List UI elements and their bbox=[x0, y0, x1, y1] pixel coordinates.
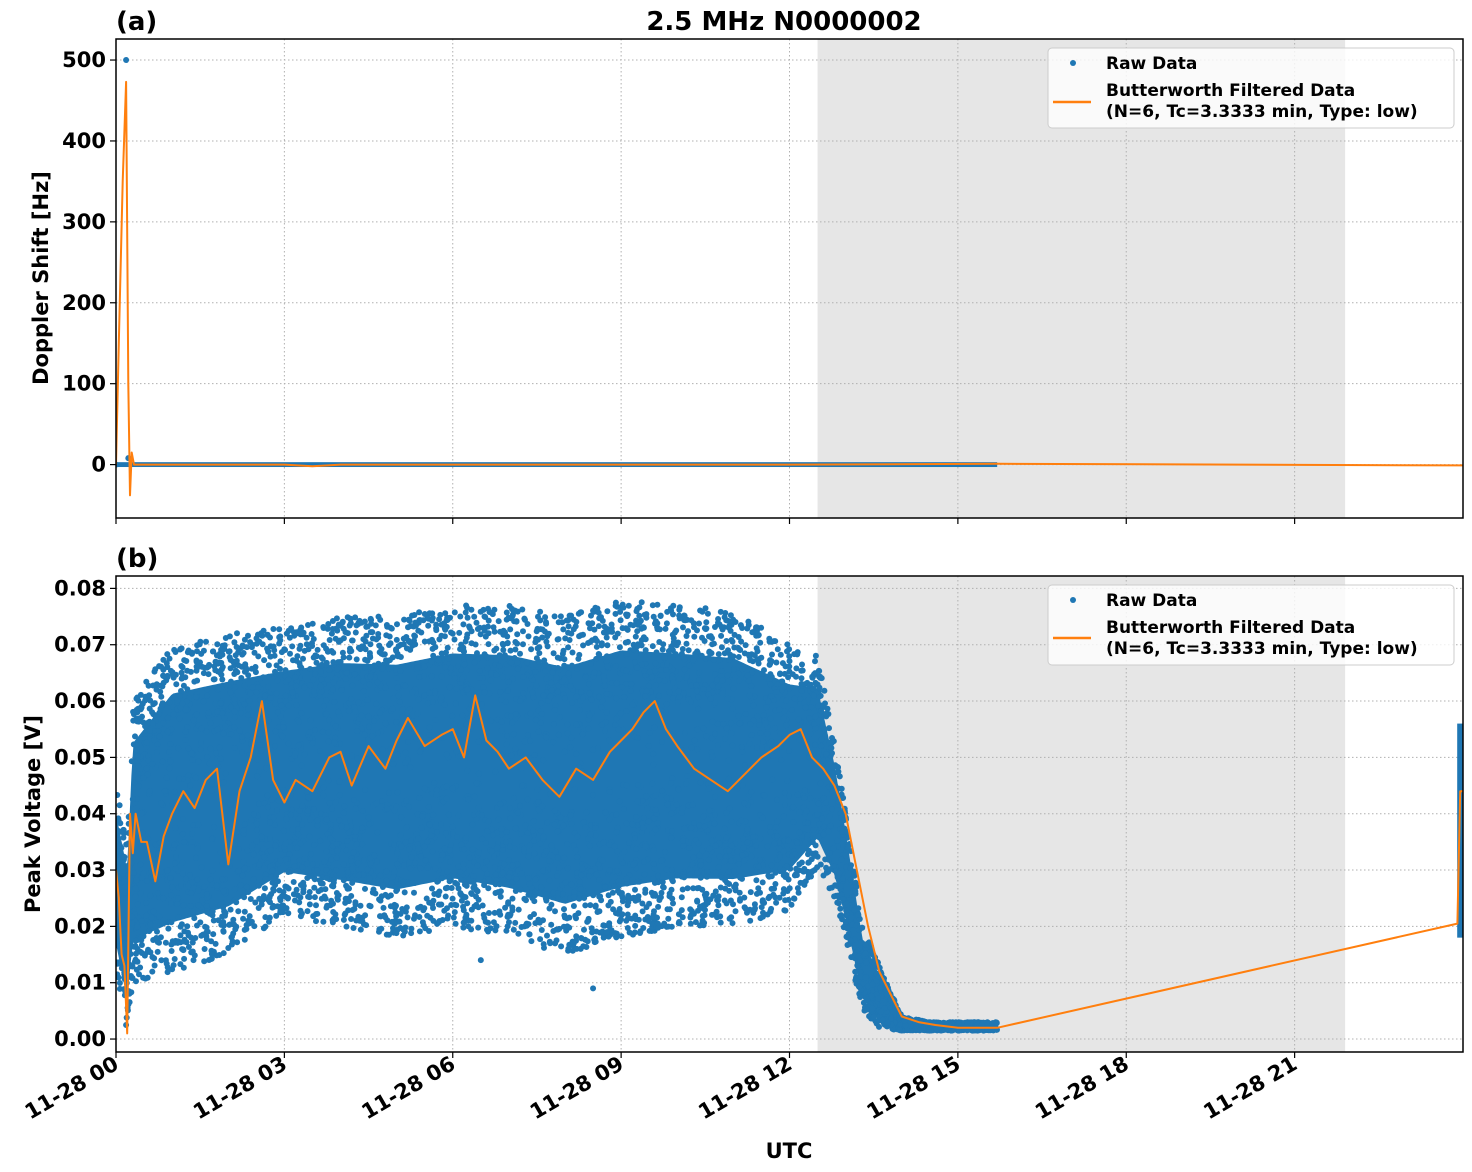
y-tick-label: 0.06 bbox=[54, 689, 106, 713]
legend-filtered-params: (N=6, Tc=3.3333 min, Type: low) bbox=[1106, 102, 1418, 122]
y-tick-label: 0.01 bbox=[54, 971, 106, 995]
panel-b-label: (b) bbox=[116, 544, 158, 574]
y-tick-label: 0 bbox=[91, 453, 106, 477]
y-axis-label-doppler: Doppler Shift [Hz] bbox=[29, 171, 53, 385]
legend-filtered-params: (N=6, Tc=3.3333 min, Type: low) bbox=[1106, 639, 1418, 659]
y-axis-label-voltage: Peak Voltage [V] bbox=[21, 715, 45, 913]
legend-raw-label: Raw Data bbox=[1106, 591, 1197, 611]
legend-a: Raw Data Butterworth Filtered Data (N=6,… bbox=[1047, 47, 1455, 129]
filtered-data-series bbox=[116, 80, 1463, 497]
legend-filtered-label: Butterworth Filtered Data bbox=[1106, 81, 1355, 101]
panel-a-label: (a) bbox=[116, 7, 157, 37]
y-tick-label: 0.00 bbox=[54, 1027, 106, 1051]
raw-data-series bbox=[116, 599, 1463, 1034]
x-tick-label: 11-28 18 bbox=[1031, 1052, 1133, 1125]
x-tick-label: 11-28 12 bbox=[694, 1052, 796, 1125]
legend-raw-marker-icon bbox=[1070, 60, 1076, 66]
y-tick-label: 400 bbox=[62, 129, 106, 153]
legend-raw-marker-icon bbox=[1070, 597, 1076, 603]
x-tick-label: 11-28 03 bbox=[189, 1052, 291, 1125]
y-tick-label: 100 bbox=[62, 372, 106, 396]
y-tick-label: 0.02 bbox=[54, 914, 106, 938]
legend-filtered-label: Butterworth Filtered Data bbox=[1106, 618, 1355, 638]
x-tick-label: 11-28 21 bbox=[1199, 1052, 1301, 1125]
x-axis-label: UTC bbox=[766, 1139, 813, 1163]
y-tick-label: 0.07 bbox=[54, 633, 106, 657]
y-tick-label: 0.08 bbox=[54, 576, 106, 600]
figure-title: 2.5 MHz N0000002 bbox=[646, 7, 921, 37]
y-tick-label: 300 bbox=[62, 210, 106, 234]
filtered-data-series bbox=[116, 694, 1463, 1035]
x-tick-label: 11-28 06 bbox=[357, 1052, 459, 1125]
y-tick-label: 0.05 bbox=[54, 745, 106, 769]
x-tick-label: 11-28 09 bbox=[526, 1052, 628, 1125]
y-tick-label: 0.04 bbox=[54, 802, 106, 826]
y-tick-label: 200 bbox=[62, 291, 106, 315]
y-tick-label: 0.03 bbox=[54, 858, 106, 882]
legend-b: Raw Data Butterworth Filtered Data (N=6,… bbox=[1047, 584, 1455, 666]
x-tick-label: 11-28 00 bbox=[21, 1052, 123, 1125]
y-tick-label: 500 bbox=[62, 48, 106, 72]
x-tick-label: 11-28 15 bbox=[863, 1052, 965, 1125]
legend-raw-label: Raw Data bbox=[1106, 54, 1197, 74]
x-tick-labels: 11-28 00 11-28 03 11-28 06 11-28 09 11-28 12… bbox=[21, 1052, 1301, 1125]
